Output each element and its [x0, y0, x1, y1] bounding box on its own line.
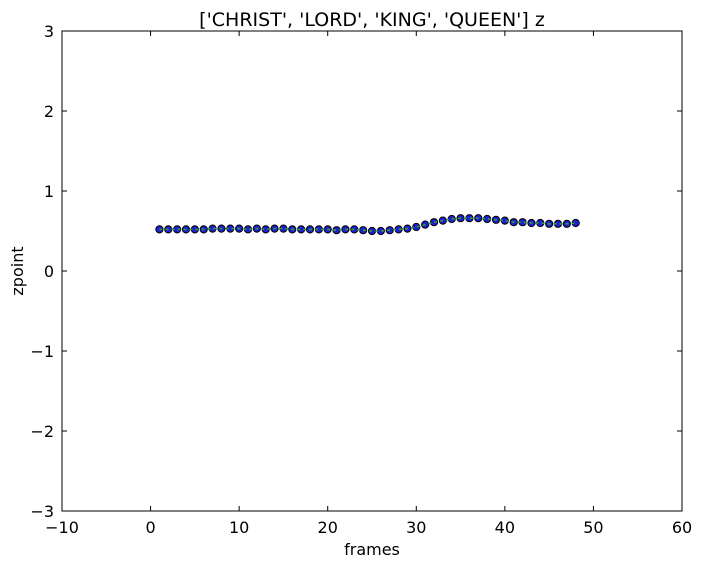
x-tick-label: 40	[495, 518, 515, 537]
x-tick-label: 0	[145, 518, 155, 537]
data-series	[155, 214, 580, 236]
x-tick-label: 50	[583, 518, 603, 537]
x-tick-label: −10	[45, 518, 79, 537]
y-tick-label: 3	[44, 22, 54, 41]
y-tick-label: 2	[44, 102, 54, 121]
y-tick-label: −3	[30, 502, 54, 521]
y-tick-label: −1	[30, 342, 54, 361]
x-tick-label: 20	[318, 518, 338, 537]
data-point	[155, 225, 164, 234]
x-axis-label: frames	[344, 540, 400, 559]
y-tick-label: 0	[44, 262, 54, 281]
series-line	[159, 217, 576, 232]
plot-area	[61, 30, 683, 512]
y-tick-label: 1	[44, 182, 54, 201]
y-tick-label: −2	[30, 422, 54, 441]
y-axis-label: zpoint	[8, 246, 27, 295]
x-tick-label: 60	[672, 518, 692, 537]
x-tick-label: 10	[229, 518, 249, 537]
chart-title: ['CHRIST', 'LORD', 'KING', 'QUEEN'] z	[199, 9, 545, 31]
x-tick-label: 30	[406, 518, 426, 537]
data-point	[429, 218, 439, 227]
